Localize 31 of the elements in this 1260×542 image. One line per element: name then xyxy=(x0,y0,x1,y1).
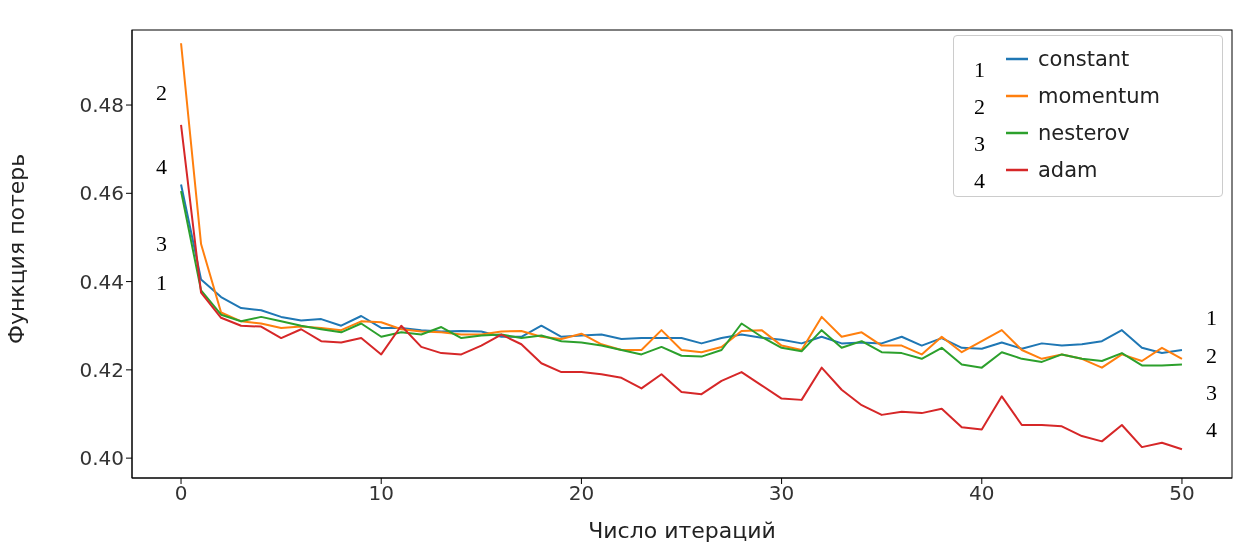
annotation: 2 xyxy=(156,80,167,106)
x-tick-label: 20 xyxy=(568,481,595,506)
legend-label: momentum xyxy=(1038,83,1160,108)
annotation: 4 xyxy=(1206,417,1217,443)
annotation: 4 xyxy=(974,167,986,194)
x-tick-label: 40 xyxy=(969,481,995,506)
y-axis-title: Функция потерь xyxy=(3,153,29,344)
annotation: 1 xyxy=(974,56,986,83)
legend-label: adam xyxy=(1038,157,1098,182)
annotation: 3 xyxy=(1206,380,1217,406)
y-tick-label: 0.48 xyxy=(79,93,124,118)
annotation: 4 xyxy=(156,154,167,180)
annotation: 2 xyxy=(1206,343,1217,369)
annotation: 1 xyxy=(1206,305,1217,331)
y-tick-label: 0.44 xyxy=(79,269,124,294)
legend-label: nesterov xyxy=(1038,120,1130,145)
y-tick-label: 0.40 xyxy=(79,446,124,471)
x-axis-title: Число итераций xyxy=(588,518,776,542)
x-tick-label: 0 xyxy=(174,481,188,506)
line-series xyxy=(180,123,1183,451)
line-series xyxy=(180,42,1183,369)
annotation: 2 xyxy=(974,93,986,120)
y-tick-label: 0.42 xyxy=(79,357,124,382)
annotation: 3 xyxy=(974,130,986,157)
x-tick-label: 50 xyxy=(1169,481,1195,506)
annotation: 1 xyxy=(156,270,167,296)
x-tick-label: 10 xyxy=(368,481,394,506)
legend-label: constant xyxy=(1038,46,1130,71)
y-tick-label: 0.46 xyxy=(79,181,124,206)
x-tick-label: 30 xyxy=(768,481,795,506)
annotation: 3 xyxy=(156,231,167,257)
